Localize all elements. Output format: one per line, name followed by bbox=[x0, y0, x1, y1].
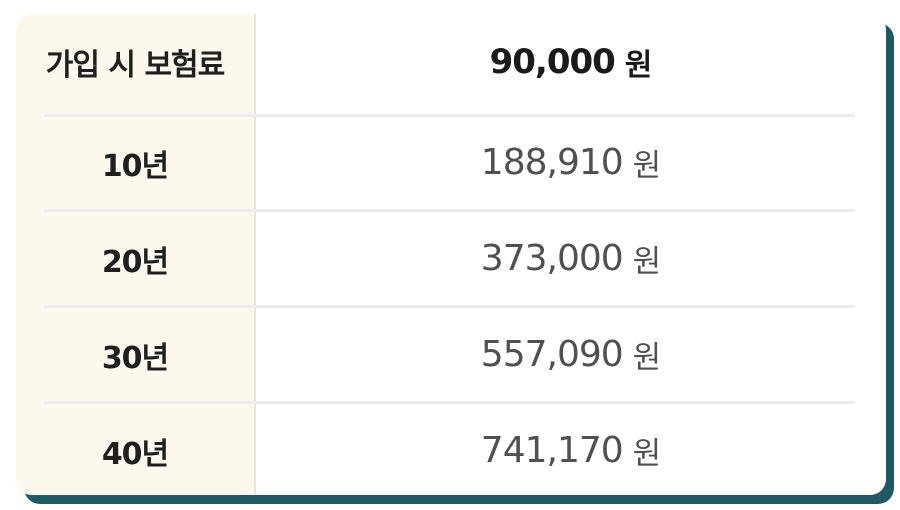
row-divider bbox=[44, 305, 855, 308]
row-label: 30년 bbox=[101, 340, 169, 376]
row-amount: 188,910 bbox=[480, 142, 624, 183]
row-unit: 원 bbox=[632, 244, 662, 280]
premium-table-card: 가입 시 보험료 90,000 원 10년 188,910 원 20년 373,… bbox=[16, 14, 886, 495]
row-value: 373,000 원 bbox=[256, 211, 886, 306]
row-label: 40년 bbox=[101, 436, 169, 472]
row-value: 741,170 원 bbox=[256, 403, 886, 495]
row-value: 557,090 원 bbox=[256, 307, 886, 402]
row-divider bbox=[44, 114, 855, 117]
table-row: 30년 557,090 원 bbox=[16, 307, 886, 402]
row-unit: 원 bbox=[632, 340, 662, 376]
row-amount: 373,000 bbox=[480, 238, 624, 279]
table-row: 10년 188,910 원 bbox=[16, 115, 886, 210]
label-column-background bbox=[16, 14, 256, 495]
row-label: 10년 bbox=[101, 148, 169, 184]
row-amount: 741,170 bbox=[480, 430, 624, 471]
row-divider bbox=[44, 401, 855, 404]
table-header-row: 가입 시 보험료 90,000 원 bbox=[16, 14, 886, 109]
row-divider bbox=[44, 209, 855, 212]
header-label: 가입 시 보험료 bbox=[45, 47, 226, 83]
header-unit: 원 bbox=[624, 47, 653, 83]
row-unit: 원 bbox=[632, 148, 662, 184]
header-value: 90,000 원 bbox=[256, 14, 886, 109]
row-unit: 원 bbox=[632, 436, 662, 472]
row-label: 20년 bbox=[101, 244, 169, 280]
header-amount: 90,000 bbox=[489, 41, 616, 82]
table-row: 20년 373,000 원 bbox=[16, 211, 886, 306]
row-amount: 557,090 bbox=[480, 334, 624, 375]
row-value: 188,910 원 bbox=[256, 115, 886, 210]
table-row: 40년 741,170 원 bbox=[16, 403, 886, 495]
